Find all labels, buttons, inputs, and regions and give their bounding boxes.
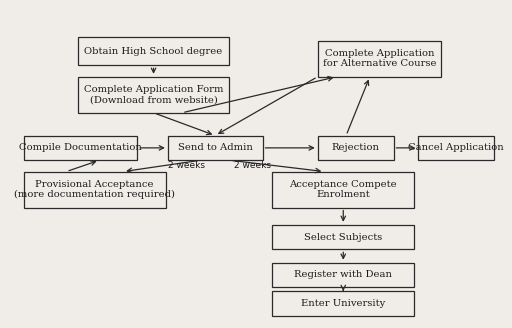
Text: 2 weeks: 2 weeks xyxy=(234,161,271,170)
Text: Complete Application
for Alternative Course: Complete Application for Alternative Cou… xyxy=(323,49,436,69)
Bar xyxy=(78,37,229,65)
Text: Enter University: Enter University xyxy=(301,299,386,308)
Text: Send to Admin: Send to Admin xyxy=(178,143,252,153)
Text: Register with Dean: Register with Dean xyxy=(294,271,392,279)
Bar xyxy=(272,263,414,287)
Bar xyxy=(272,291,414,316)
Text: Cancel Application: Cancel Application xyxy=(408,143,504,153)
Text: Acceptance Compete
Enrolment: Acceptance Compete Enrolment xyxy=(289,180,397,199)
Text: Obtain High School degree: Obtain High School degree xyxy=(84,47,223,56)
Bar xyxy=(317,135,394,160)
Bar xyxy=(272,225,414,249)
Bar xyxy=(272,172,414,208)
Text: Provisional Acceptance
(more documentation required): Provisional Acceptance (more documentati… xyxy=(14,180,175,199)
Text: 2 weeks: 2 weeks xyxy=(168,161,205,170)
Bar xyxy=(317,41,441,77)
Bar xyxy=(24,172,166,208)
Text: Rejection: Rejection xyxy=(332,143,379,153)
Bar xyxy=(78,77,229,113)
Bar xyxy=(418,135,494,160)
Bar xyxy=(168,135,263,160)
Text: Complete Application Form
(Download from website): Complete Application Form (Download from… xyxy=(84,85,223,104)
Text: Select Subjects: Select Subjects xyxy=(304,233,382,241)
Bar xyxy=(24,135,137,160)
Text: Compile Documentation: Compile Documentation xyxy=(19,143,142,153)
